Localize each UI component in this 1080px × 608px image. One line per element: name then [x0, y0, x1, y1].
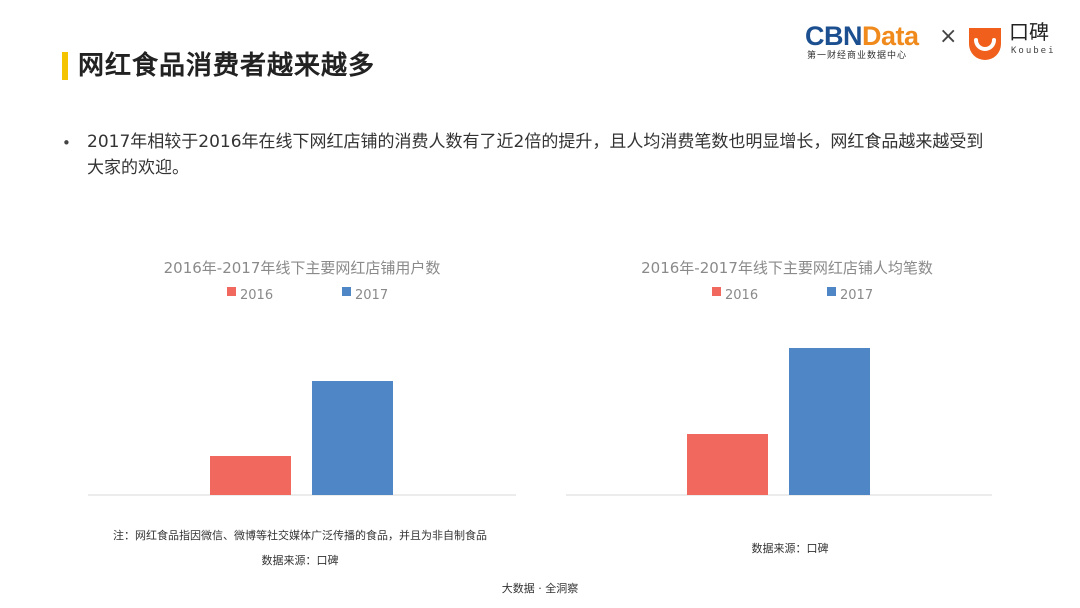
bar-2017	[312, 381, 393, 495]
logo-area: CBNData 第一财经商业数据中心 × 口碑 Koubei	[805, 18, 1065, 68]
bar-2016	[687, 434, 768, 495]
bottom-slogan: 大数据 · 全洞察	[501, 582, 579, 595]
bar-2016	[210, 456, 291, 495]
legend-label-2016: 2016	[725, 288, 758, 303]
legend-swatch-2016	[712, 287, 721, 296]
legend-label-2016: 2016	[240, 288, 273, 303]
data-source-left: 数据来源：口碑	[261, 554, 339, 567]
legend-swatch-2017	[827, 287, 836, 296]
cbndata-subtitle: 第一财经商业数据中心	[807, 51, 908, 61]
bullet-marker: •	[62, 134, 71, 152]
legend-label-2017: 2017	[355, 288, 388, 303]
chart-2-title: 2016年-2017年线下主要网红店铺人均笔数	[641, 259, 933, 277]
chart-1-title: 2016年-2017年线下主要网红店铺用户数	[164, 259, 441, 277]
legend-label-2017: 2017	[840, 288, 873, 303]
times-icon: ×	[939, 24, 958, 49]
bar-2017	[789, 348, 870, 495]
title-accent-bar	[62, 52, 68, 80]
data-source-right: 数据来源：口碑	[751, 542, 829, 555]
cbndata-logo: CBNData	[805, 21, 919, 51]
koubei-smile-icon	[969, 28, 1001, 60]
legend-swatch-2017	[342, 287, 351, 296]
footnote: 注：网红食品指因微信、微博等社交媒体广泛传播的食品，并且为非自制食品	[113, 529, 487, 542]
page-title: 网红食品消费者越来越多	[78, 51, 376, 81]
koubei-logo-text: 口碑	[1009, 20, 1049, 44]
legend-swatch-2016	[227, 287, 236, 296]
koubei-logo-en: Koubei	[1011, 46, 1056, 56]
bullet-text: 2017年相较于2016年在线下网红店铺的消费人数有了近2倍的提升，且人均消费笔…	[87, 132, 984, 178]
